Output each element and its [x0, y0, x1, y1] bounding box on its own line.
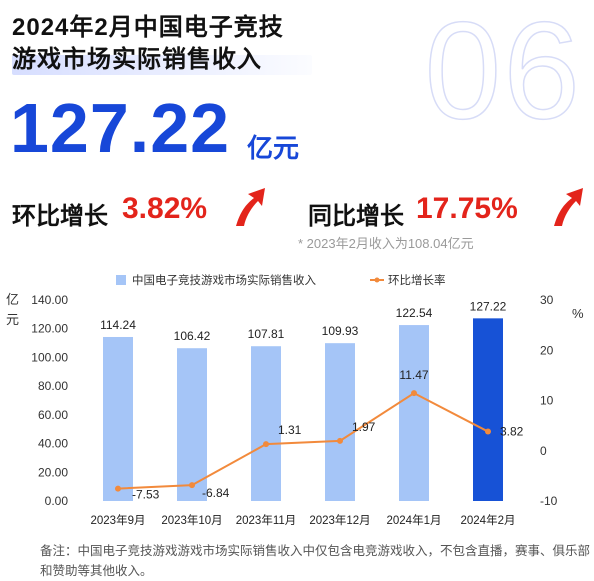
growth-line: [117, 391, 489, 490]
left-tick-label: 20.00: [38, 465, 68, 479]
category-label: 2023年10月: [161, 513, 222, 527]
prior-year-note: * 2023年2月收入为108.04亿元: [298, 236, 474, 251]
revenue-unit: 亿元: [247, 133, 300, 163]
bar-value-label: 106.42: [174, 329, 211, 343]
bar: [399, 325, 429, 501]
line-point: [115, 485, 121, 492]
line-value-label: 11.47: [399, 368, 428, 382]
left-tick-label: 40.00: [38, 437, 68, 451]
right-tick-label: 20: [540, 343, 554, 357]
legend-label: 中国电子竞技游戏市场实际销售收入: [132, 273, 316, 287]
left-tick-label: 60.00: [38, 408, 68, 422]
revenue-value: 127.22: [10, 89, 231, 167]
legend-label: 环比增长率: [388, 273, 446, 287]
mom-value: 3.82%: [122, 192, 208, 225]
legend-swatch-bar: [116, 275, 126, 285]
bar: [473, 318, 503, 501]
line-point: [411, 390, 417, 397]
bar-value-label: 122.54: [396, 306, 433, 320]
title-highlight-bar: [12, 55, 312, 75]
line-value-label: 3.82: [500, 425, 524, 439]
line-value-label: 1.31: [278, 423, 302, 437]
left-axis-label: 亿: [6, 292, 19, 307]
left-tick-label: 100.00: [31, 350, 68, 364]
line-value-label: 1.97: [352, 420, 376, 434]
right-tick-label: 30: [540, 293, 554, 307]
right-axis-label: %: [572, 306, 584, 321]
bar: [103, 336, 133, 501]
footnote: 备注：中国电子竞技游戏游戏市场实际销售收入中仅包含电竞游戏收入，不包含直播，赛事…: [40, 544, 591, 578]
bar: [251, 346, 281, 501]
left-tick-label: 120.00: [31, 322, 68, 336]
page-title: 2024年2月中国电子竞技 游戏市场实际销售收入: [12, 12, 284, 76]
bar: [177, 348, 207, 501]
line-value-label: -6.84: [202, 486, 230, 500]
title-line-2: 游戏市场实际销售收入: [12, 46, 262, 73]
left-tick-label: 140.00: [31, 293, 68, 307]
left-tick-label: 80.00: [38, 379, 68, 393]
left-tick-label: 0.00: [45, 494, 69, 508]
bar-value-label: 114.24: [100, 318, 136, 332]
mom-label: 环比增长: [12, 203, 108, 230]
category-label: 2024年2月: [461, 513, 516, 527]
yoy-label: 同比增长: [308, 203, 404, 230]
category-label: 2023年12月: [309, 513, 370, 527]
bar-value-label: 107.81: [248, 327, 285, 341]
right-tick-label: 0: [540, 444, 547, 458]
up-arrow-icon: [554, 188, 583, 226]
line-point: [337, 437, 343, 444]
category-label: 2023年9月: [91, 513, 146, 527]
bar-value-label: 127.22: [470, 299, 507, 313]
background-number: 06: [424, 0, 582, 149]
category-label: 2023年11月: [236, 513, 297, 527]
yoy-value: 17.75%: [416, 192, 518, 225]
right-tick-label: 10: [540, 394, 554, 408]
line-point: [263, 441, 269, 448]
title-line-1: 2024年2月中国电子竞技: [12, 14, 284, 41]
bar: [325, 343, 355, 501]
category-label: 2024年1月: [387, 513, 442, 527]
bar-value-label: 109.93: [322, 324, 359, 338]
up-arrow-icon: [236, 188, 265, 226]
line-value-label: -7.53: [132, 488, 160, 502]
left-axis-label: 元: [6, 312, 19, 327]
right-tick-label: -10: [540, 494, 558, 508]
line-point: [485, 428, 491, 435]
legend-swatch-dot: [374, 277, 380, 283]
line-point: [189, 482, 195, 489]
